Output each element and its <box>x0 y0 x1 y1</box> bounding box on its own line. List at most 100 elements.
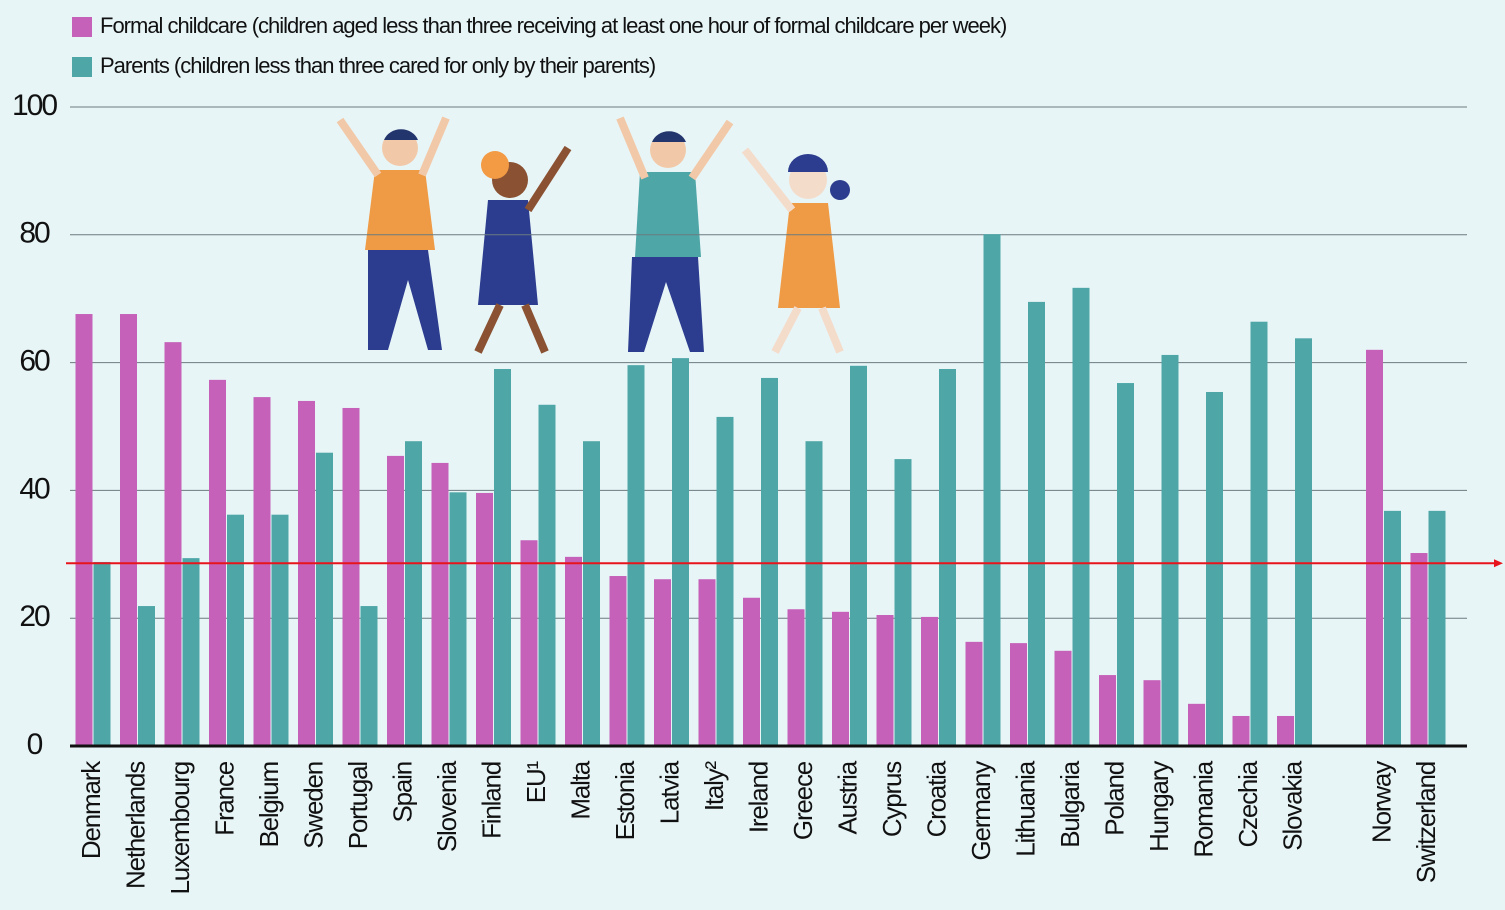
bar <box>520 540 538 746</box>
bar <box>1188 703 1205 746</box>
bar <box>965 641 983 746</box>
bar <box>1232 715 1250 746</box>
x-tick-label: Hungary <box>1144 761 1174 852</box>
bar <box>1295 338 1312 746</box>
bar <box>1099 675 1116 746</box>
x-tick-label: Austria <box>832 760 862 834</box>
bar <box>761 377 778 746</box>
bar <box>182 558 200 746</box>
x-tick-label: Bulgaria <box>1055 760 1085 848</box>
x-tick-label: EU¹ <box>521 760 551 803</box>
x-tick-label: Latvia <box>654 760 684 824</box>
bar <box>316 452 333 746</box>
x-tick-label: Switzerland <box>1411 762 1441 883</box>
legend-label: Parents (children less than three cared … <box>100 53 655 78</box>
x-tick-label: France <box>209 761 239 835</box>
bar <box>538 404 556 746</box>
bar <box>787 609 805 746</box>
x-tick-label: Portugal <box>343 762 373 850</box>
bar <box>939 368 956 746</box>
bar <box>565 556 582 746</box>
bar <box>1410 553 1428 746</box>
bar <box>120 314 137 746</box>
y-tick-label: 60 <box>19 345 50 378</box>
legend-swatch <box>72 17 92 37</box>
x-tick-label: Greece <box>788 761 818 840</box>
x-tick-label: Malta <box>565 760 595 819</box>
bar <box>672 358 689 746</box>
x-tick-label: Czechia <box>1233 760 1263 847</box>
bar <box>93 561 111 746</box>
x-tick-label: Croatia <box>921 760 951 837</box>
bar <box>609 576 627 746</box>
bar <box>75 314 93 746</box>
bar <box>476 492 493 746</box>
bar <box>654 579 671 746</box>
bar <box>1143 680 1161 746</box>
bar <box>1054 650 1072 746</box>
x-tick-label: Italy² <box>699 760 729 811</box>
bar <box>449 492 467 746</box>
bar <box>1428 510 1446 746</box>
legend-swatch <box>72 57 92 77</box>
bar <box>832 611 849 746</box>
y-tick-label: 20 <box>19 600 50 633</box>
y-tick-label: 80 <box>19 217 50 250</box>
x-tick-label: Finland <box>476 762 506 839</box>
bar <box>1250 321 1268 746</box>
x-tick-label: Slovakia <box>1277 760 1307 850</box>
reference-arrow <box>1494 559 1503 568</box>
bar <box>1010 643 1027 746</box>
y-tick-label: 100 <box>12 89 57 122</box>
y-tick-label: 0 <box>27 728 43 761</box>
x-tick-label: Sweden <box>298 762 328 849</box>
x-tick-label: Belgium <box>254 762 284 848</box>
bar <box>743 597 760 746</box>
bar <box>627 365 645 746</box>
y-tick-label: 40 <box>19 472 50 505</box>
bar <box>1366 349 1383 746</box>
bar <box>698 579 716 746</box>
bar <box>253 397 271 746</box>
bar <box>1028 301 1045 746</box>
x-tick-label: Slovenia <box>432 760 462 852</box>
x-tick-label: Lithuania <box>1010 760 1040 856</box>
bar <box>1206 391 1223 746</box>
bar <box>387 455 404 746</box>
bar <box>876 615 894 746</box>
x-tick-label: Norway <box>1366 761 1396 843</box>
x-tick-label: Cyprus <box>877 761 907 837</box>
bar <box>850 365 867 746</box>
bar <box>227 514 244 746</box>
bar <box>1161 354 1179 746</box>
bar <box>138 606 155 746</box>
bar <box>1277 715 1294 746</box>
bar <box>1117 383 1134 746</box>
x-tick-label: Denmark <box>76 760 106 859</box>
bar <box>494 368 511 746</box>
x-tick-label: Luxembourg <box>165 762 195 895</box>
bar <box>1072 287 1090 746</box>
bar <box>298 400 315 746</box>
x-tick-label: Estonia <box>610 760 640 840</box>
bar <box>894 459 912 746</box>
bar <box>405 441 422 746</box>
bar <box>805 441 823 746</box>
bar <box>716 416 734 746</box>
x-tick-label: Netherlands <box>120 761 150 889</box>
x-tick-label: Germany <box>966 761 996 861</box>
bar <box>983 234 1001 746</box>
x-tick-label: Ireland <box>743 762 773 833</box>
bar <box>164 342 182 746</box>
bar <box>431 462 449 746</box>
bar <box>1384 510 1401 746</box>
bar <box>271 514 289 746</box>
x-tick-label: Poland <box>1099 762 1129 836</box>
bar <box>583 441 600 746</box>
bar <box>360 606 378 746</box>
illustration <box>336 116 850 354</box>
legend-label: Formal childcare (children aged less tha… <box>100 13 1006 38</box>
x-tick-label: Spain <box>387 762 417 823</box>
